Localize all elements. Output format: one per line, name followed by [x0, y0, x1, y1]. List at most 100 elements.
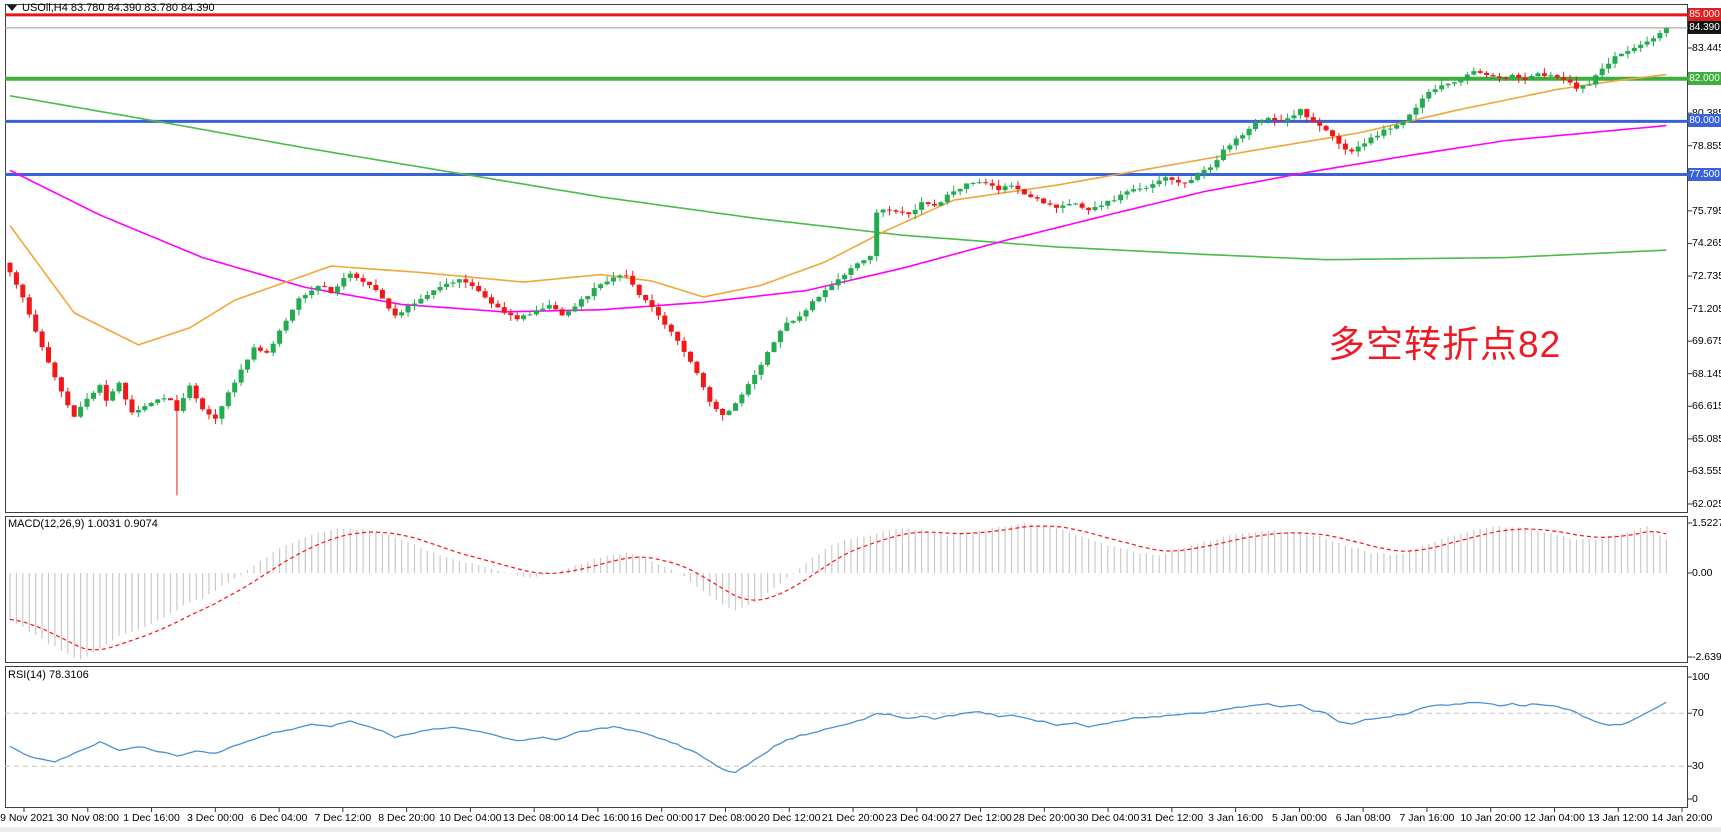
chart-annotation-text[interactable]: 多空转折点82: [1328, 324, 1562, 365]
candle-body: [681, 340, 687, 352]
candle-body: [20, 284, 26, 298]
candle-body: [1291, 115, 1297, 119]
candle-body: [1484, 72, 1490, 75]
candle-body: [1297, 109, 1303, 116]
price-tick-label: 72.735: [1692, 269, 1721, 282]
candle-body: [1638, 44, 1644, 48]
candle-body: [1445, 83, 1451, 86]
candle-body: [110, 391, 116, 401]
candle-body: [1137, 188, 1143, 190]
candle-body: [1381, 129, 1387, 136]
candle-body: [765, 352, 771, 365]
candle-body: [970, 183, 976, 184]
candle-body: [957, 189, 963, 192]
candle-body: [225, 392, 231, 407]
candle-body: [1477, 71, 1483, 73]
candle-body: [431, 290, 437, 295]
candle-body: [1407, 114, 1413, 122]
candle-body: [489, 297, 494, 304]
candle-body: [1336, 136, 1342, 144]
triangle-down-icon[interactable]: [7, 5, 17, 11]
candle-body: [13, 272, 19, 285]
candle-body: [1041, 198, 1047, 204]
candle-body: [649, 300, 655, 308]
candle-body: [611, 277, 616, 282]
candle-body: [1496, 76, 1502, 78]
candle-body: [521, 315, 527, 320]
time-axis-label: 31 Dec 12:00: [1140, 812, 1204, 824]
candle-body: [1188, 180, 1194, 184]
price-axis[interactable]: 83.44581.91580.38578.85577.32575.79574.2…: [1688, 0, 1721, 832]
candle-body: [412, 303, 417, 306]
candle-body: [790, 320, 796, 323]
candle-body: [1349, 149, 1355, 152]
candle-body: [187, 385, 193, 398]
candle-body: [1278, 120, 1284, 122]
candle-body: [1394, 125, 1400, 129]
candle-body: [713, 401, 719, 410]
time-axis-label: 13 Dec 08:00: [502, 812, 566, 824]
price-tag-82.000: 82.000: [1688, 71, 1721, 85]
candle-body: [245, 359, 250, 370]
candle-body: [7, 262, 13, 273]
candle-body: [944, 194, 950, 203]
time-axis-label: 30 Nov 08:00: [56, 812, 119, 824]
rsi-axis-label: 0: [1692, 793, 1698, 805]
candle-body: [919, 202, 925, 210]
candle-body: [514, 315, 520, 320]
candle-body: [161, 398, 167, 400]
candle-body: [1175, 179, 1181, 183]
price-tag-84.390: 84.390: [1688, 20, 1721, 34]
candle-body: [1079, 203, 1085, 208]
candle-body: [392, 308, 398, 316]
candle-body: [1201, 169, 1207, 175]
candle-body: [1561, 77, 1567, 80]
candle-body: [598, 284, 604, 289]
macd-axis-label: -2.6392: [1692, 651, 1721, 663]
candle-body: [508, 312, 514, 316]
candle-body: [739, 394, 745, 404]
candle-body: [302, 295, 308, 299]
candle-body: [296, 298, 302, 310]
ma-orange-fast: [9, 73, 1667, 346]
candle-body: [1618, 53, 1624, 57]
time-axis-label: 20 Dec 12:00: [758, 812, 821, 824]
candle-body: [636, 284, 642, 295]
candle-body: [1272, 117, 1278, 121]
candle-body: [84, 398, 90, 407]
candle-body: [1362, 143, 1368, 147]
candle-body: [142, 406, 148, 410]
candle-body: [951, 191, 957, 195]
candle-body: [848, 268, 854, 275]
time-axis-label: 14 Jan 20:00: [1651, 812, 1713, 824]
candle-body: [476, 286, 482, 292]
candle-body: [578, 299, 584, 307]
macd-panel[interactable]: [5, 516, 1688, 663]
rsi-indicator-label: RSI(14) 78.3106: [8, 669, 89, 681]
candle-body: [1111, 200, 1117, 202]
candle-body: [771, 342, 777, 353]
time-axis-label: 5 Jan 00:00: [1271, 812, 1327, 824]
candle-body: [405, 305, 411, 313]
candle-body: [1509, 74, 1515, 78]
candle-body: [495, 303, 501, 308]
candle-body: [135, 410, 141, 413]
candle-body: [103, 385, 109, 401]
candle-body: [168, 398, 173, 401]
candle-body: [797, 316, 803, 321]
candle-body: [347, 273, 353, 278]
candle-body: [964, 183, 970, 189]
price-tick-label: 83.445: [1692, 42, 1721, 54]
price-tick-label: 68.145: [1692, 367, 1721, 380]
candle-body: [1227, 145, 1233, 150]
candle-body: [745, 384, 751, 395]
candle-body: [277, 330, 283, 344]
candle-body: [354, 273, 360, 278]
candle-body: [1657, 33, 1663, 39]
candle-body: [1073, 203, 1079, 205]
rsi-panel[interactable]: [5, 666, 1688, 808]
time-axis-label: 10 Dec 04:00: [439, 812, 502, 824]
candle-body: [1612, 56, 1618, 64]
window-bottom-strip: [0, 827, 1721, 832]
